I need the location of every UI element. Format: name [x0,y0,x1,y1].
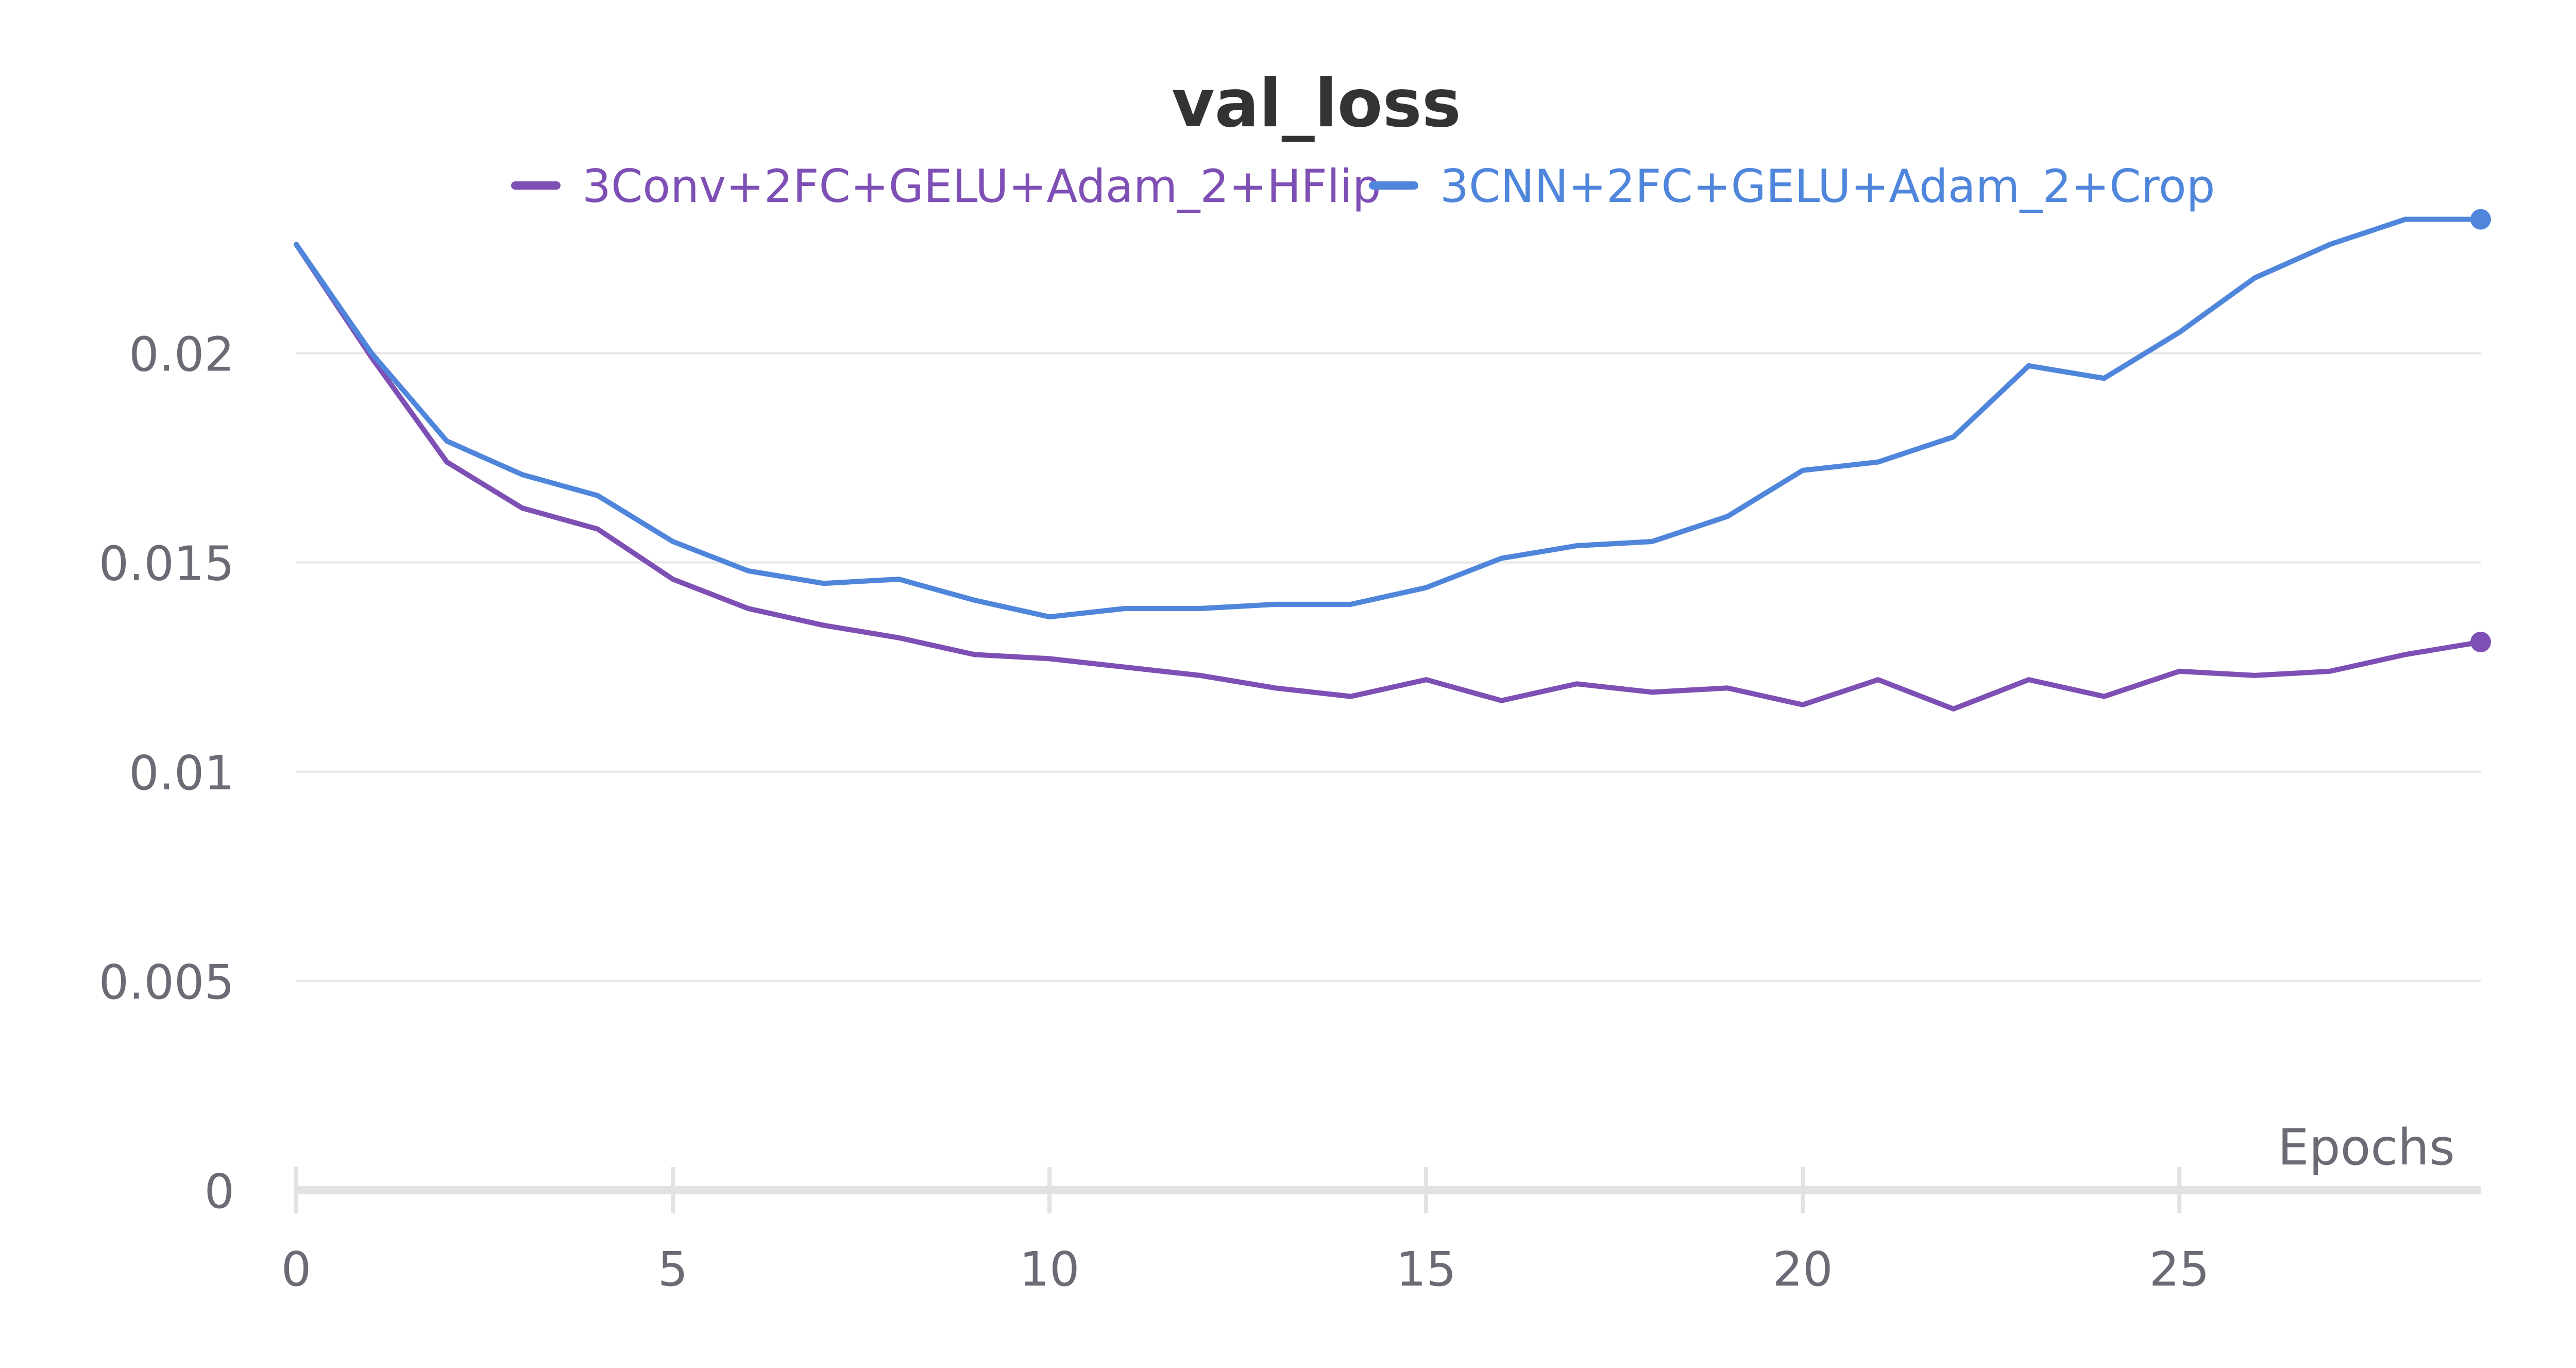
y-tick-label: 0.01 [129,746,234,801]
x-tick-label: 15 [1396,1242,1456,1297]
x-tick-label: 10 [1020,1242,1080,1297]
axis-layer [294,1167,2481,1213]
y-tick-label: 0.005 [99,955,234,1010]
y-tick-label: 0.02 [129,327,234,382]
legend-item-1[interactable]: 3Conv+2FC+GELU+Adam_2+HFlip [511,160,1381,213]
series-end-marker-1[interactable] [2470,631,2491,652]
x-tick-label: 0 [281,1242,312,1297]
x-tick-label: 25 [2149,1242,2210,1297]
x-tick-label: 5 [658,1242,688,1297]
tick-layer: 0 0.005 0.01 0.015 0.02 0 5 10 15 20 25 [99,327,2210,1297]
y-tick-label: 0 [204,1164,234,1219]
series-line-1[interactable] [294,242,2483,712]
legend-label: 3Conv+2FC+GELU+Adam_2+HFlip [582,160,1381,213]
series-end-marker-2[interactable] [2470,209,2491,230]
legend-label: 3CNN+2FC+GELU+Adam_2+Crop [1440,160,2215,213]
grid-layer [296,352,2481,982]
chart-title: val_loss [1172,65,1461,142]
x-tick-label: 20 [1773,1242,1833,1297]
x-axis-title: Epochs [2278,1119,2455,1176]
legend[interactable]: 3Conv+2FC+GELU+Adam_2+HFlip 3CNN+2FC+GELU… [511,160,2215,213]
legend-item-2[interactable]: 3CNN+2FC+GELU+Adam_2+Crop [1369,160,2215,213]
series-line-2[interactable] [294,216,2483,620]
series-layer [294,209,2491,712]
y-tick-label: 0.015 [99,536,234,592]
